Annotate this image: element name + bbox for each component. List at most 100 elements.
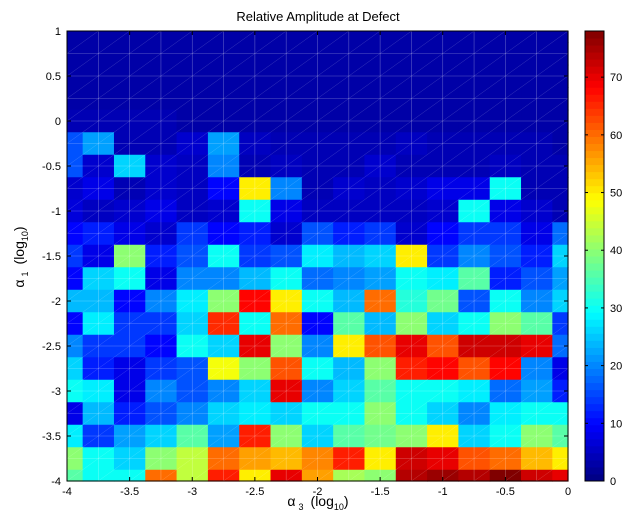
heatmap-cell	[458, 357, 491, 381]
mesh-diagonal	[160, 120, 193, 144]
heatmap-cell	[176, 222, 209, 246]
heatmap-cell	[521, 447, 553, 471]
heatmap-cell	[145, 267, 178, 291]
colorbar-swatch	[585, 164, 604, 173]
mesh-diagonal	[254, 30, 287, 54]
mesh-diagonal	[286, 75, 318, 99]
heatmap-cell	[333, 42, 366, 66]
heatmap-cell	[176, 402, 209, 426]
heatmap-cell	[145, 154, 178, 178]
colorbar-tick-label: 0	[610, 476, 616, 488]
mesh-diagonal	[473, 345, 506, 369]
heatmap-cell	[364, 424, 397, 448]
heatmap-cell	[176, 154, 209, 178]
mesh-diagonal	[442, 210, 475, 234]
x-axis: -4 -3.5 -3 -2.5 -2 -1.5 -1 -0.5 0	[62, 31, 571, 498]
heatmap-cell	[239, 357, 272, 381]
heatmap-cell	[333, 267, 366, 291]
heatmap-cell	[489, 244, 522, 268]
mesh-diagonal	[348, 233, 381, 257]
heatmap-cell	[113, 132, 146, 156]
mesh-diagonal	[348, 458, 381, 482]
mesh-diagonal	[98, 345, 130, 369]
mesh-diagonal	[505, 278, 537, 302]
mesh-diagonal	[442, 435, 475, 459]
mesh-diagonal	[160, 323, 193, 347]
heatmap-cell	[521, 42, 553, 66]
heatmap-cell	[552, 199, 569, 223]
mesh-diagonal	[160, 165, 193, 189]
heatmap-cell	[176, 87, 209, 111]
heatmap-cell	[113, 222, 146, 246]
colorbar-swatch	[585, 143, 604, 152]
heatmap-cell	[364, 222, 397, 246]
heatmap-cell	[207, 244, 240, 268]
mesh-diagonal	[317, 458, 349, 482]
mesh-diagonal	[317, 413, 349, 437]
heatmap-cell	[427, 177, 459, 201]
heatmap-cell	[521, 222, 553, 246]
heatmap-cell	[333, 31, 366, 43]
heatmap-cell	[395, 289, 428, 313]
heatmap-cell	[458, 447, 491, 471]
heatmap-cell	[301, 402, 334, 426]
mesh-diagonal	[379, 188, 412, 212]
heatmap-cell	[82, 334, 115, 358]
heatmap-cell	[301, 312, 334, 336]
heatmap-cell	[145, 42, 178, 66]
heatmap-cell	[489, 109, 522, 133]
heatmap-cell	[207, 334, 240, 358]
heatmap-cell	[67, 87, 84, 111]
y-axis-label: α 1 (log10)	[11, 226, 30, 287]
heatmap-cell	[176, 267, 209, 291]
heatmap-cell	[333, 244, 366, 268]
heatmap-cell	[552, 447, 569, 471]
mesh-diagonal	[473, 413, 506, 437]
mesh-diagonal	[317, 255, 349, 279]
mesh-diagonal	[192, 75, 224, 99]
mesh-diagonal	[98, 368, 130, 392]
heatmap-cell	[333, 177, 366, 201]
heatmap-cell	[176, 109, 209, 133]
mesh-diagonal	[98, 233, 130, 257]
mesh-diagonal	[286, 143, 318, 167]
heatmap-cell	[458, 379, 491, 403]
mesh-diagonal	[160, 30, 193, 54]
x-tick-label: -3.5	[120, 486, 139, 498]
mesh-diagonal	[286, 323, 318, 347]
mesh-diagonal	[160, 458, 193, 482]
mesh-diagonal	[223, 165, 256, 189]
mesh-diagonal	[66, 53, 99, 77]
heatmap-cell	[82, 424, 115, 448]
heatmap-cell	[395, 469, 428, 482]
mesh-diagonal	[254, 233, 287, 257]
mesh-lines	[66, 30, 569, 482]
mesh-diagonal	[317, 368, 349, 392]
mesh-diagonal	[379, 255, 412, 279]
mesh-diagonal	[505, 98, 537, 122]
mesh-diagonal	[317, 120, 349, 144]
heatmap-cell	[301, 289, 334, 313]
x-label-unit-end: )	[344, 493, 349, 509]
heatmap-cell	[427, 447, 459, 471]
mesh-diagonal	[160, 278, 193, 302]
mesh-diagonal	[348, 413, 381, 437]
mesh-diagonal	[66, 323, 99, 347]
heatmap-cell	[427, 402, 459, 426]
mesh-diagonal	[129, 368, 162, 392]
heatmap-cell	[113, 244, 146, 268]
heatmap-cell	[207, 199, 240, 223]
mesh-diagonal	[160, 435, 193, 459]
mesh-diagonal	[473, 98, 506, 122]
y-tick-label: -3.5	[42, 431, 61, 443]
mesh-diagonal	[129, 188, 162, 212]
heatmap-cell	[207, 402, 240, 426]
x-label-subscript: 3	[299, 502, 304, 512]
heatmap-cell	[239, 42, 272, 66]
mesh-diagonal	[254, 53, 287, 77]
heatmap-cell	[176, 132, 209, 156]
mesh-diagonal	[473, 390, 506, 414]
heatmap-cell	[395, 64, 428, 88]
mesh-diagonal	[411, 323, 443, 347]
heatmap-cell	[489, 402, 522, 426]
